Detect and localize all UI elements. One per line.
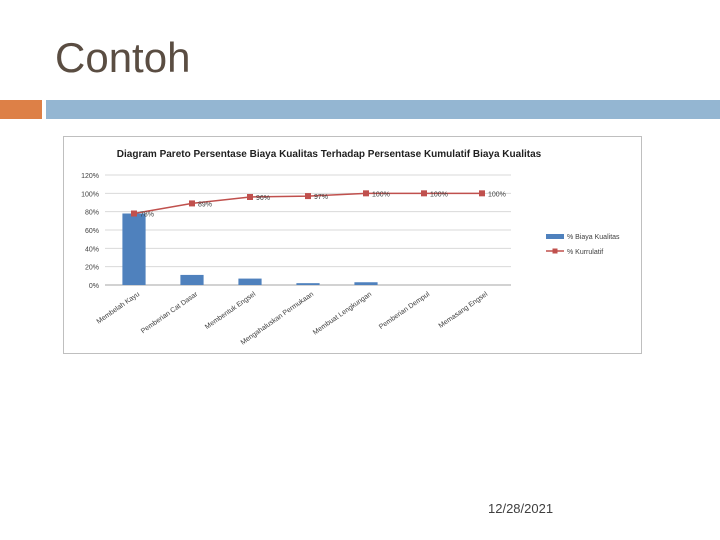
data-label: 89% bbox=[198, 201, 212, 208]
y-tick-label: 80% bbox=[85, 210, 99, 217]
data-label: 100% bbox=[430, 191, 448, 198]
accent-bar-blue bbox=[46, 100, 720, 119]
chart-plot: 0% 20% 40% 60% 80% 100% 120% 78% 89% 96% 97% 100% 10… bbox=[81, 173, 620, 347]
cumulative-point bbox=[363, 190, 369, 197]
x-tick-label: Pemberian Dempul bbox=[378, 291, 431, 331]
x-tick-label: Membelah Kayu bbox=[96, 291, 142, 326]
chart-title: Diagram Pareto Persentase Biaya Kualitas… bbox=[116, 149, 542, 160]
cumulative-point bbox=[421, 190, 427, 197]
slide-date: 12/28/2021 bbox=[488, 501, 554, 516]
data-label: 78% bbox=[140, 212, 154, 219]
cumulative-point bbox=[247, 194, 253, 200]
cumulative-point bbox=[305, 193, 311, 200]
pareto-chart: Diagram Pareto Persentase Biaya Kualitas… bbox=[63, 136, 642, 354]
y-tick-label: 60% bbox=[85, 228, 99, 235]
bar bbox=[122, 213, 146, 285]
y-tick-label: 100% bbox=[81, 191, 99, 198]
y-tick-label: 40% bbox=[85, 246, 99, 253]
legend-label: % Kurrulatif bbox=[567, 249, 603, 256]
data-label: 97% bbox=[314, 194, 328, 201]
legend-swatch-bar bbox=[546, 234, 564, 239]
x-tick-label: Membentuk Engsel bbox=[204, 291, 257, 331]
y-tick-label: 120% bbox=[81, 173, 99, 180]
slide-title: Contoh bbox=[55, 34, 191, 81]
bar bbox=[354, 282, 378, 285]
legend-swatch-marker bbox=[552, 248, 558, 254]
x-tick-label: Membuat Lengkungan bbox=[312, 291, 373, 337]
y-tick-label: 20% bbox=[85, 265, 99, 272]
accent-bar-orange bbox=[0, 100, 42, 119]
legend-label: % Biaya Kualitas bbox=[567, 234, 620, 241]
y-tick-label: 0% bbox=[89, 283, 99, 290]
x-tick-label: Pemberian Cat Dasar bbox=[140, 291, 200, 336]
bar bbox=[180, 274, 204, 285]
data-label: 100% bbox=[372, 191, 390, 198]
cumulative-point bbox=[131, 210, 137, 217]
data-label: 96% bbox=[256, 195, 270, 202]
cumulative-point bbox=[479, 190, 485, 197]
data-label: 100% bbox=[488, 191, 506, 198]
bar bbox=[238, 278, 262, 285]
bar bbox=[296, 283, 320, 285]
x-tick-label: Memasang Engsel bbox=[438, 291, 490, 330]
cumulative-point bbox=[189, 200, 195, 207]
